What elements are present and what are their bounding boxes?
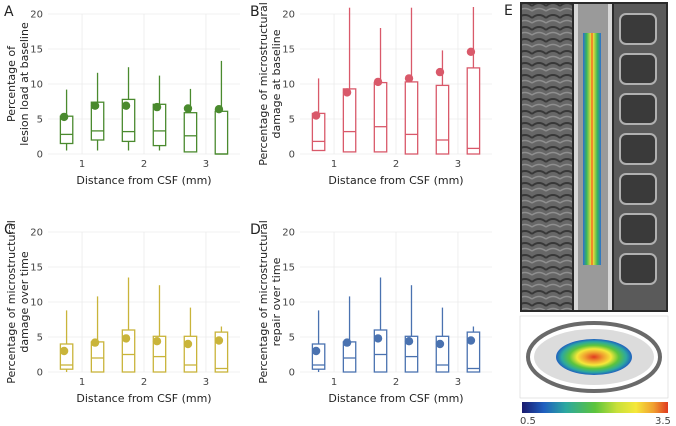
panel-letter: C: [4, 222, 14, 238]
sagittal-mri-image: [520, 2, 668, 312]
y-tick-label: 15: [30, 45, 43, 56]
box: [121, 98, 136, 143]
box: [435, 84, 450, 155]
x-tick-label: 2: [141, 159, 147, 170]
panel-letter: B: [250, 4, 260, 20]
panel-d: D 0 5 10 15 20 1 2 3 Distance from CSF (mm) Percen…: [250, 220, 492, 405]
y-tick-label: 15: [282, 45, 295, 56]
mean-point: [311, 346, 321, 356]
x-axis-label: Distance from CSF (mm): [76, 392, 211, 405]
x-tick-label: 1: [331, 377, 337, 388]
mean-point: [121, 101, 131, 110]
x-axis-label: Distance from CSF (mm): [328, 392, 463, 405]
y-axis-label: damage over time: [18, 251, 31, 353]
mean-point: [214, 336, 224, 345]
y-tick-label: 5: [37, 333, 43, 344]
y-tick-label: 5: [37, 115, 43, 126]
panel-a: A 0 5 10 15 20 1 2 3 Distance from CSF (mm) Percen…: [4, 4, 240, 187]
y-axis-label: damage at baseline: [270, 29, 283, 138]
panel-c: C 0 5 10 15 20 1 2 3 Distance from CSF (mm) Percen…: [4, 220, 240, 405]
box: [404, 81, 419, 155]
mean-point: [404, 337, 414, 346]
y-tick-label: 20: [282, 228, 295, 239]
mean-point: [342, 338, 352, 347]
mean-point: [152, 102, 162, 112]
y-tick-label: 20: [30, 10, 43, 21]
y-tick-label: 20: [30, 228, 43, 239]
panel-b: B 0 5 10 15 20 1 2 3 Distance from CSF (mm) Percen…: [250, 2, 492, 187]
y-tick-label: 10: [282, 80, 295, 91]
box: [373, 81, 388, 153]
y-tick-label: 0: [37, 150, 43, 161]
mean-point: [90, 101, 100, 110]
x-tick-label: 3: [455, 377, 461, 388]
y-axis-label: lesion load at baseline: [18, 22, 31, 146]
axial-probability-map: [519, 315, 669, 399]
y-tick-label: 0: [37, 368, 43, 379]
mean-point: [152, 337, 162, 346]
y-tick-label: 5: [289, 115, 295, 126]
x-tick-label: 3: [455, 159, 461, 170]
x-tick-label: 3: [203, 377, 209, 388]
y-axis-label: Percentage of microstructural: [257, 2, 270, 166]
colorbar: [522, 402, 668, 413]
panel-letter: D: [250, 222, 261, 238]
x-axis-label: Distance from CSF (mm): [328, 174, 463, 187]
y-tick-label: 10: [30, 80, 43, 91]
box: [90, 341, 105, 373]
y-axis-label: repair over time: [270, 257, 283, 346]
y-tick-label: 15: [30, 263, 43, 274]
box: [342, 341, 357, 373]
panel-letter: A: [4, 4, 14, 20]
mean-point: [59, 346, 69, 356]
panel-e-letter: E: [504, 3, 513, 19]
x-axis-label: Distance from CSF (mm): [76, 174, 211, 187]
x-tick-label: 2: [393, 159, 399, 170]
box: [466, 67, 481, 155]
y-tick-label: 0: [289, 368, 295, 379]
mean-point: [404, 74, 414, 83]
y-axis-label: Percentage of: [5, 45, 18, 122]
mean-point: [342, 88, 352, 97]
x-tick-label: 1: [331, 159, 337, 170]
y-tick-label: 15: [282, 263, 295, 274]
mean-point: [466, 336, 476, 345]
panel-e: E: [504, 2, 671, 426]
y-axis-label: Percentage of microstructural: [257, 220, 270, 384]
y-tick-label: 5: [289, 333, 295, 344]
mean-point: [373, 77, 383, 87]
colorbar-min-label: 0.5: [520, 416, 536, 426]
mean-point: [90, 338, 100, 347]
mean-point: [183, 339, 193, 349]
mean-point: [214, 105, 224, 114]
box: [183, 112, 198, 153]
x-tick-label: 2: [393, 377, 399, 388]
x-tick-label: 2: [141, 377, 147, 388]
y-tick-label: 10: [30, 298, 43, 309]
mean-point: [183, 104, 193, 113]
x-tick-label: 1: [79, 159, 85, 170]
x-tick-label: 1: [79, 377, 85, 388]
colorbar-max-label: 3.5: [655, 416, 671, 426]
mean-point: [435, 67, 445, 77]
mean-point: [121, 334, 131, 343]
y-tick-label: 10: [282, 298, 295, 309]
x-tick-label: 3: [203, 159, 209, 170]
mean-point: [373, 334, 383, 343]
mean-point: [435, 339, 445, 349]
box: [214, 110, 229, 155]
mean-point: [466, 47, 476, 56]
mean-point: [311, 111, 321, 120]
y-tick-label: 20: [282, 10, 295, 21]
y-axis-label: Percentage of microstructural: [5, 220, 18, 384]
box: [342, 88, 357, 153]
y-tick-label: 0: [289, 150, 295, 161]
mean-point: [59, 112, 69, 122]
